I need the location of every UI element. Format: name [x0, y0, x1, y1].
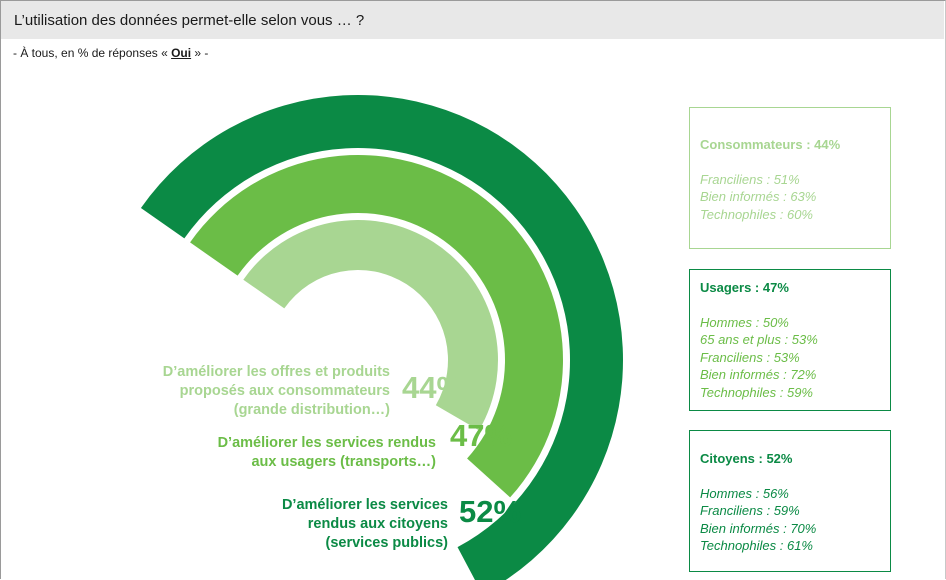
- segment-box-item: Franciliens : 59%: [700, 503, 800, 518]
- category-label-line: rendus aux citoyens: [307, 516, 448, 532]
- segment-box-item: Technophiles : 60%: [700, 206, 813, 222]
- segment-box-item: Hommes : 50%: [700, 314, 789, 330]
- segment-box-citoyens: Citoyens : 52% Hommes : 56% Franciliens …: [689, 430, 891, 572]
- arc-bar-usagers: [190, 154, 564, 498]
- category-label-line: D’améliorer les offres et produits: [162, 364, 390, 380]
- segment-box-item: Franciliens : 51%: [700, 171, 800, 187]
- category-label-line: (services publics): [325, 535, 449, 551]
- subtitle-suffix: » -: [191, 46, 209, 60]
- title-bar: L’utilisation des données permet-elle se…: [1, 1, 944, 39]
- segment-box-item: Hommes : 56%: [700, 485, 789, 501]
- segment-box-item: 65 ans et plus : 53%: [700, 332, 818, 347]
- page-subtitle: - À tous, en % de réponses « Oui » -: [13, 46, 208, 60]
- segment-box-item: Bien informés : 72%: [700, 367, 817, 382]
- segment-box-title: Consommateurs : 44%: [700, 137, 841, 152]
- category-label-line: (grande distribution…): [233, 402, 390, 418]
- segment-box-item: Franciliens : 53%: [700, 349, 800, 365]
- category-label-consommateurs: D’améliorer les offres et produits propos…: [163, 363, 390, 420]
- category-label-line: proposés aux consommateurs: [179, 383, 390, 399]
- segment-box-consommateurs: Consommateurs : 44% Franciliens : 51% Bi…: [689, 107, 891, 249]
- category-label-usagers: D’améliorer les services rendus aux usage…: [218, 434, 436, 472]
- segment-box-item: Bien informés : 63%: [700, 189, 817, 204]
- subtitle-prefix: - À tous, en % de réponses «: [13, 46, 172, 60]
- value-label-consommateurs: 44%: [402, 370, 465, 405]
- segment-box-title: Usagers : 47%: [700, 280, 789, 295]
- arc-bar-consommateurs: [243, 219, 499, 431]
- segment-box-item: Technophiles : 61%: [700, 538, 813, 553]
- category-label-line: aux usagers (transports…): [251, 454, 436, 470]
- segment-box-item: Bien informés : 70%: [700, 520, 817, 536]
- category-label-line: D’améliorer les services: [281, 497, 448, 513]
- subtitle-emphasis: Oui: [171, 46, 192, 60]
- value-label-citoyens: 52%: [459, 494, 522, 529]
- segment-box-usagers: Usagers : 47% Hommes : 50% 65 ans et plu…: [689, 269, 891, 411]
- segment-box-title: Citoyens : 52%: [700, 451, 793, 466]
- value-label-usagers: 47%: [450, 418, 513, 453]
- category-label-line: D’améliorer les services rendus: [217, 435, 436, 451]
- page-title: L’utilisation des données permet-elle se…: [14, 12, 365, 29]
- category-label-citoyens: D’améliorer les services rendus aux citoy…: [282, 496, 448, 553]
- segment-box-item: Technophiles : 59%: [700, 384, 813, 400]
